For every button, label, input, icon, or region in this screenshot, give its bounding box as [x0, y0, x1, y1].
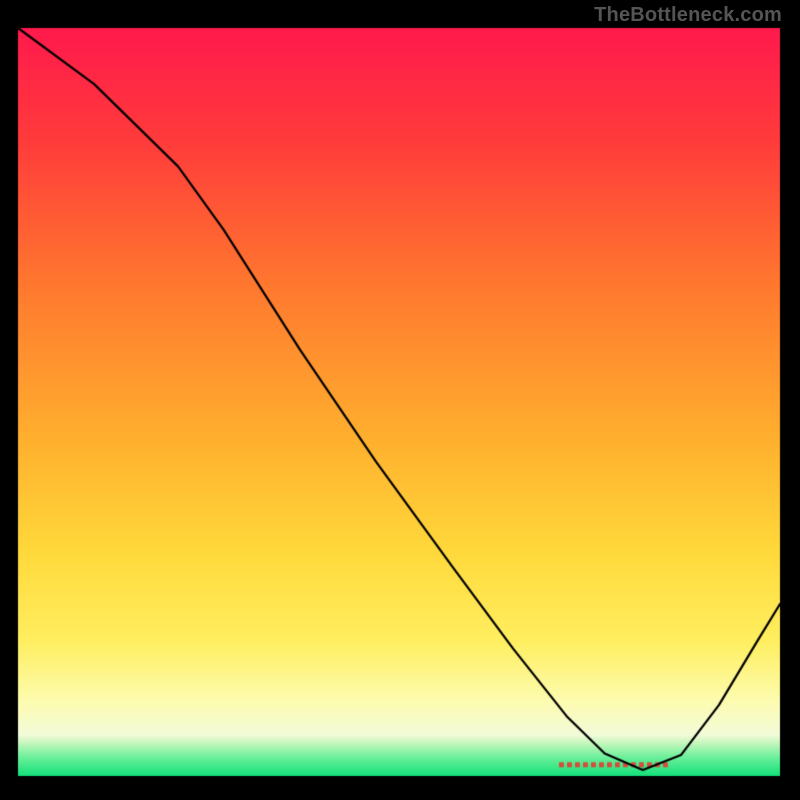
bottleneck-gradient-chart: [0, 0, 800, 800]
watermark-text: TheBottleneck.com: [594, 4, 782, 27]
chart-container: TheBottleneck.com: [0, 0, 800, 800]
